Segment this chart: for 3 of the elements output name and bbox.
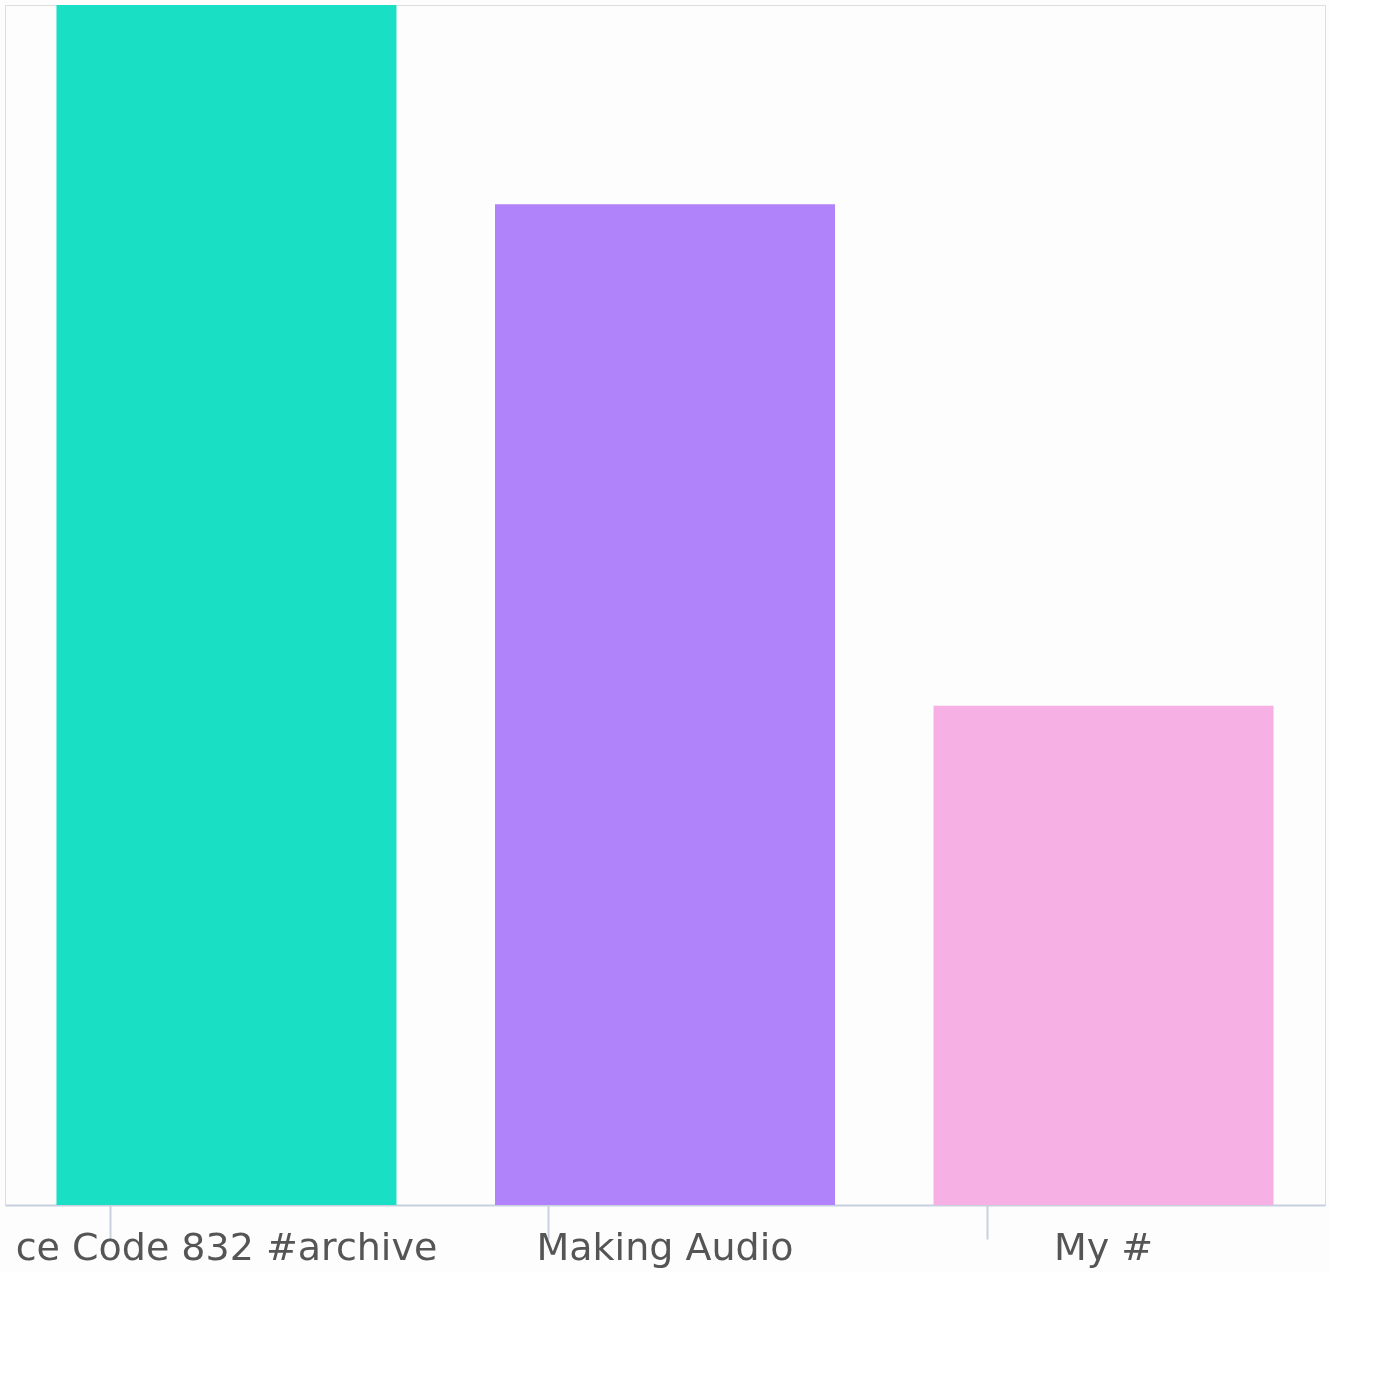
x-tick-label: ce Code 832 #archive [15,1224,438,1269]
x-tick-label: Making Audio [536,1224,794,1269]
x-tick-label: My # [1053,1224,1154,1269]
